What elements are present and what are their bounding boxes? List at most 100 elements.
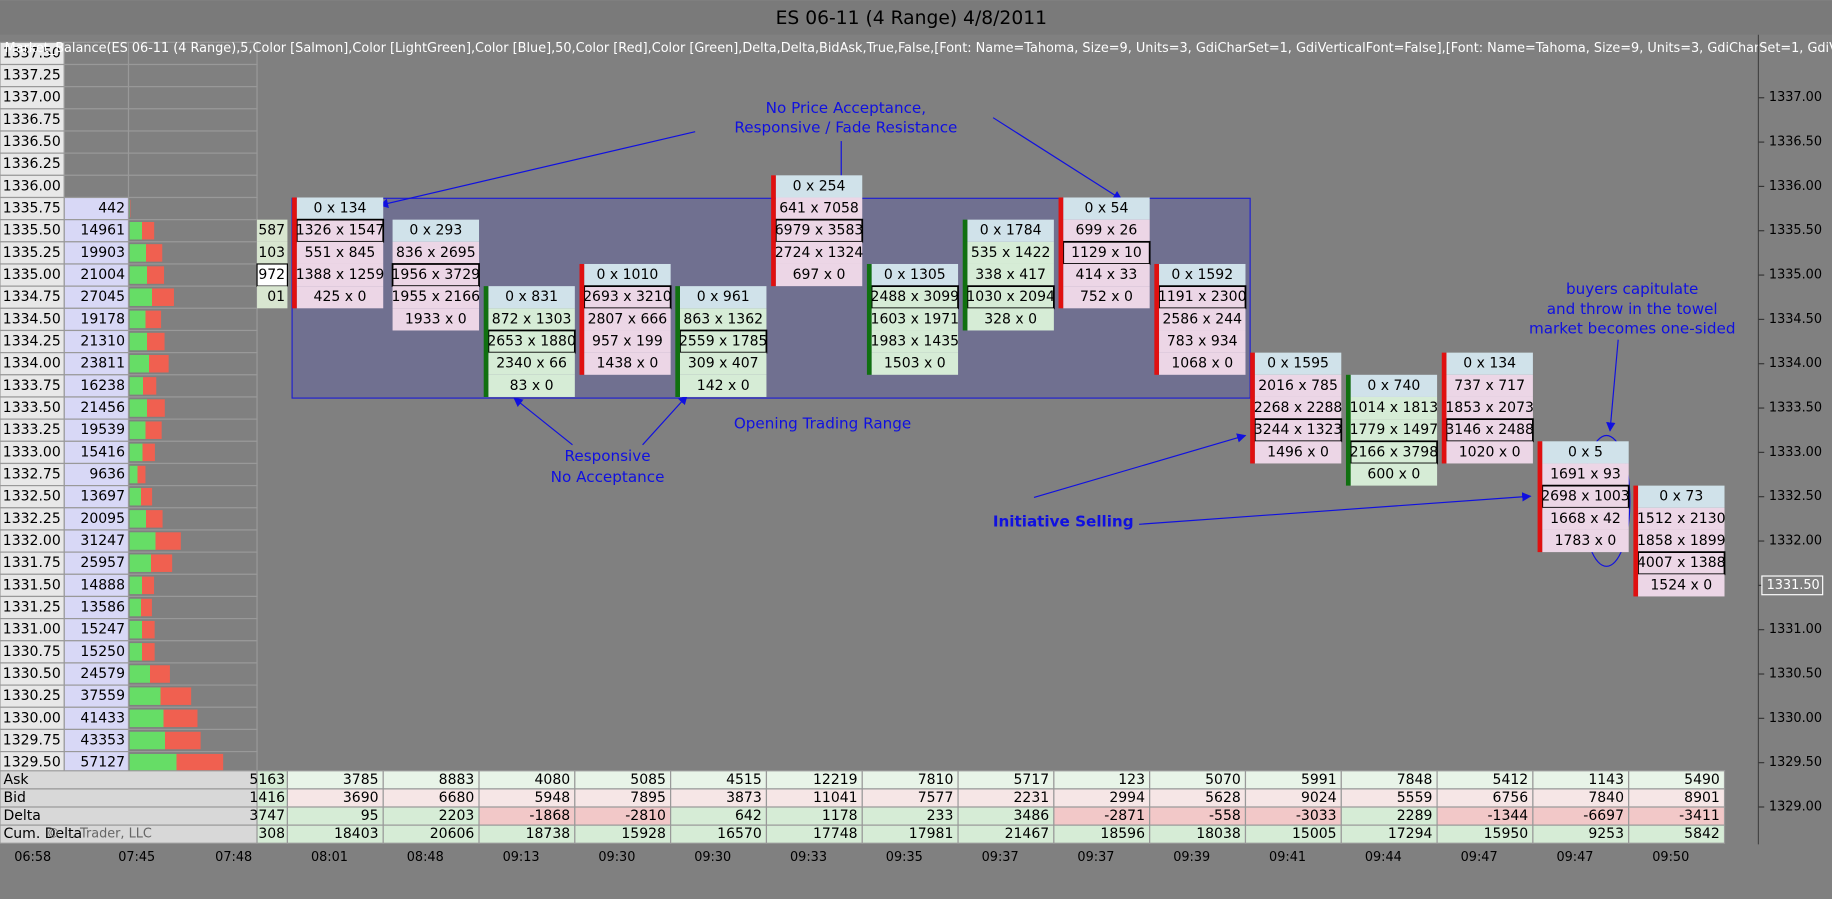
volume-label: 9636: [89, 467, 125, 483]
cell: [1159, 330, 1246, 353]
volume-label: 14888: [80, 577, 125, 593]
last-price-box: [1761, 575, 1824, 596]
indicator-text: Market_Balance(ES 06-11 (4 Range),5,Colo…: [5, 41, 1832, 56]
volume-label: 43353: [80, 733, 125, 749]
tick-label: 1333.50: [1769, 401, 1822, 416]
cell-label: 587: [258, 223, 285, 239]
bar-cell: [127, 63, 258, 88]
volume-label: 13586: [80, 600, 125, 616]
cell-value: 17981: [909, 826, 954, 842]
time-label: 09:37: [1077, 850, 1114, 865]
cell-label: 2586 x 244: [1162, 311, 1242, 327]
tick-label: 1330.00: [1769, 711, 1822, 726]
cell-value: 5412: [1493, 772, 1529, 788]
bar-cell: [127, 130, 258, 154]
cell-label: 1416: [249, 790, 285, 806]
cell: [1350, 419, 1438, 442]
cell: [488, 286, 575, 309]
cell-label: 328 x 0: [984, 311, 1037, 327]
price-label: 1334.75: [3, 289, 61, 305]
cell-value: 2203: [439, 808, 475, 824]
price-label: 1330.25: [3, 688, 61, 704]
price-label: 1337.00: [3, 90, 61, 106]
cell-label: 1030 x 2094: [966, 289, 1055, 305]
cell-value: 9253: [1588, 826, 1624, 842]
cell: [775, 241, 863, 264]
volume-bar: [129, 443, 155, 462]
cell-label: 872 x 1303: [492, 311, 572, 327]
cell-label: 1129 x 10: [1071, 245, 1142, 261]
cell: [392, 286, 480, 309]
cell-value: 9024: [1301, 790, 1337, 806]
cell-value: -6697: [1583, 808, 1624, 824]
cell-label: 0 x 831: [505, 289, 558, 305]
cell-value: 7810: [918, 772, 954, 788]
arrow: [1139, 492, 1532, 525]
volume-label: 25957: [80, 555, 125, 571]
cell: [1350, 396, 1438, 420]
price-label: 1335.00: [3, 267, 61, 283]
cell: [1159, 308, 1246, 331]
time-label: 08:01: [311, 850, 348, 865]
cell: [1063, 219, 1150, 242]
cell: [488, 308, 575, 331]
cell: [967, 219, 1054, 242]
time-label: 09:41: [1269, 850, 1306, 865]
bar-side: [483, 286, 489, 397]
volume-bar: [129, 421, 162, 439]
price-label: 1331.25: [3, 600, 61, 616]
cell-label: 2807 x 666: [588, 311, 668, 327]
cell-label: 308: [258, 826, 285, 842]
cell-label: 3146 x 2488: [1445, 422, 1534, 438]
annotation: market becomes one-sided: [1529, 320, 1736, 338]
cell: [584, 330, 671, 353]
time-label: 09:44: [1365, 850, 1402, 865]
price-label: 1333.75: [3, 378, 61, 394]
cell-label: 425 x 0: [314, 289, 367, 305]
cell-value: 15928: [621, 826, 666, 842]
cell: [1446, 441, 1533, 464]
cell: [679, 352, 767, 375]
price-label: 1329.75: [3, 733, 61, 749]
cell-value: 1178: [822, 808, 858, 824]
arrow: [1606, 339, 1619, 432]
cell: [392, 308, 480, 331]
cell-value: 17294: [1388, 826, 1433, 842]
cell: [257, 286, 288, 309]
cell-label: 1853 x 2073: [1445, 400, 1534, 416]
cell-value: 3486: [1014, 808, 1050, 824]
cell-value: 5628: [1205, 790, 1241, 806]
price-label: 1332.50: [3, 489, 61, 505]
volume-bar: [129, 310, 162, 329]
time-label: 09:39: [1173, 850, 1210, 865]
row-label: Ask: [4, 772, 30, 788]
volume-label: 16238: [80, 378, 125, 394]
tick-label: 1333.00: [1769, 445, 1822, 460]
cell: [967, 308, 1054, 331]
cell: [488, 352, 575, 375]
time-label: 07:48: [215, 850, 252, 865]
price-label: 1330.75: [3, 644, 61, 660]
volume-bar: [129, 487, 153, 506]
cell-label: 1388 x 1259: [296, 267, 385, 283]
cell: [1254, 441, 1342, 464]
cell-label: 83 x 0: [510, 378, 554, 394]
price-label: 1334.00: [3, 356, 61, 372]
cell-label: 1503 x 0: [884, 356, 946, 372]
cell: [1254, 396, 1342, 420]
cell-label: 142 x 0: [697, 378, 750, 394]
cell-label: 0 x 1305: [884, 267, 946, 283]
cell-value: 5085: [630, 772, 666, 788]
cell-value: 12219: [813, 772, 858, 788]
cell: [1446, 352, 1533, 375]
cell-label: 2268 x 2288: [1254, 400, 1343, 416]
arrow: [642, 395, 688, 446]
cell-value: 7840: [1588, 790, 1624, 806]
volume-label: 23811: [80, 356, 125, 372]
cell-label: 1438 x 0: [597, 356, 659, 372]
cell: [584, 308, 671, 331]
cell-label: 551 x 845: [305, 245, 376, 261]
tick-label: 1329.50: [1769, 755, 1822, 770]
cell-label: 1858 x 1899: [1637, 533, 1726, 549]
price-label: 1337.50: [3, 45, 61, 61]
